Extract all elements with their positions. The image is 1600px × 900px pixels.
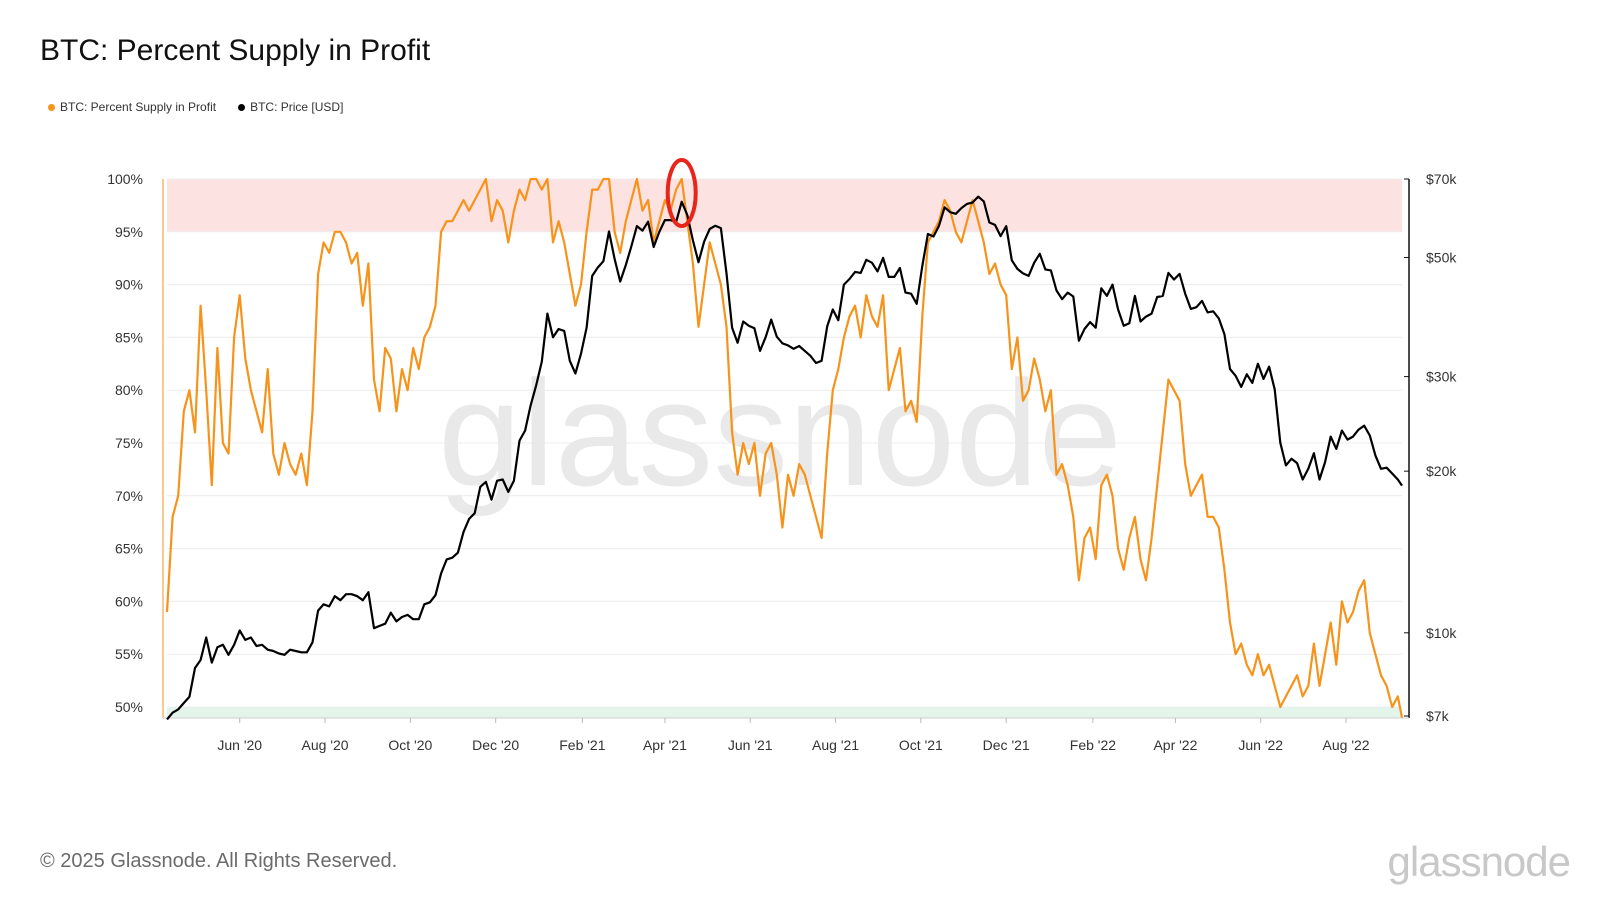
y-tick-label: 75%	[115, 435, 143, 451]
axes	[162, 179, 1410, 719]
y-tick-label: 80%	[115, 382, 143, 398]
threshold-bands	[167, 179, 1402, 718]
chart-legend: BTC: Percent Supply in Profit BTC: Price…	[48, 100, 343, 114]
x-tick-label: Dec '21	[983, 737, 1030, 753]
x-tick-label: Oct '21	[899, 737, 943, 753]
y2-tick-label: $20k	[1426, 463, 1457, 479]
y-axis-left-labels: 100% 95% 90% 85% 80% 75% 70% 65% 60% 55% 50%	[107, 171, 143, 715]
x-tick-label: Jun '20	[217, 737, 262, 753]
x-tick-label: Feb '22	[1070, 737, 1116, 753]
series-group	[165, 177, 1404, 721]
y-tick-label: 95%	[115, 224, 143, 240]
band-1	[167, 707, 1402, 718]
x-tick-label: Apr '21	[643, 737, 687, 753]
x-tick-label: Aug '22	[1323, 737, 1370, 753]
y2-tick-label: $7k	[1426, 708, 1450, 724]
x-tick-label: Aug '21	[812, 737, 859, 753]
series-line-price	[166, 195, 1403, 721]
x-axis-labels: Jun '20 Aug '20 Oct '20 Dec '20 Feb '21 Apr '…	[217, 718, 1370, 753]
y-tick-label: 90%	[115, 277, 143, 293]
band-0	[167, 179, 1402, 232]
y-tick-label: 70%	[115, 488, 143, 504]
series-line-supply-in-profit	[165, 177, 1404, 718]
y2-tick-label: $50k	[1426, 249, 1457, 265]
y-tick-label: 100%	[107, 171, 143, 187]
legend-label-supply: BTC: Percent Supply in Profit	[60, 100, 217, 114]
annotation-group	[665, 158, 698, 228]
x-tick-label: Jun '22	[1238, 737, 1283, 753]
y-tick-label: 50%	[115, 699, 143, 715]
x-tick-label: Dec '20	[472, 737, 519, 753]
legend-item-price[interactable]: BTC: Price [USD]	[238, 100, 343, 114]
x-tick-label: Jun '21	[728, 737, 773, 753]
y2-tick-label: $70k	[1426, 171, 1457, 187]
annotation-circle	[665, 158, 698, 228]
y-tick-label: 60%	[115, 593, 143, 609]
watermark: glassnode	[438, 349, 1122, 517]
y-tick-label: 85%	[115, 329, 143, 345]
legend-swatch-supply	[48, 103, 55, 111]
x-tick-label: Oct '20	[388, 737, 432, 753]
y-tick-label: 65%	[115, 541, 143, 557]
y-tick-label: 55%	[115, 646, 143, 662]
x-tick-label: Aug '20	[302, 737, 349, 753]
page-title: BTC: Percent Supply in Profit	[40, 34, 431, 67]
y2-tick-label: $30k	[1426, 369, 1457, 385]
legend-item-supply[interactable]: BTC: Percent Supply in Profit	[48, 100, 216, 114]
glassnode-logo: glassnode	[1387, 838, 1571, 885]
x-tick-label: Feb '21	[559, 737, 605, 753]
y2-tick-label: $10k	[1426, 625, 1457, 641]
y-axis-right-labels: $70k $50k $30k $20k $10k $7k	[1404, 171, 1457, 724]
legend-label-price: BTC: Price [USD]	[250, 100, 344, 114]
x-tick-label: Apr '22	[1153, 737, 1197, 753]
copyright-text: © 2025 Glassnode. All Rights Reserved.	[40, 850, 398, 872]
legend-swatch-price	[238, 103, 246, 111]
